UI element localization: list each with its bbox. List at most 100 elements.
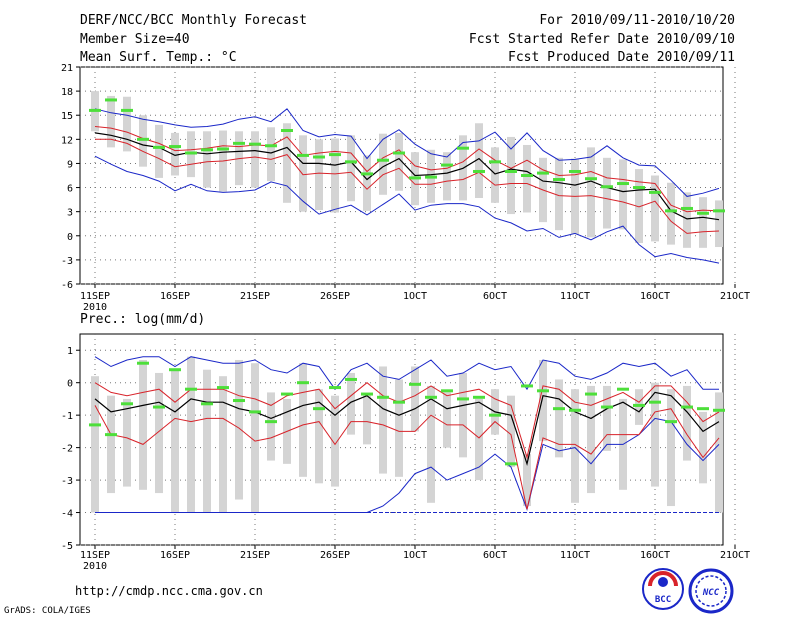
temp-year-label: 2010 [83, 302, 107, 313]
temp-range-box [347, 135, 355, 202]
precip-range-box [539, 359, 547, 442]
precip-xtick-label: 16OCT [640, 550, 670, 561]
precip-year-label: 2010 [83, 561, 107, 572]
precip-xtick-label: 11SEP [80, 550, 110, 561]
precip-range-box [187, 356, 195, 513]
temp-xtick-label: 16OCT [640, 291, 670, 302]
precip-range-box [651, 382, 659, 487]
precip-xtick-label: 16SEP [160, 550, 190, 561]
temp-xtick-label: 11OCT [560, 291, 590, 302]
temp-range-box [475, 123, 483, 199]
temp-range-box [667, 182, 675, 245]
temp-ytick-label: -3 [61, 256, 73, 267]
temp-range-box [267, 127, 275, 182]
temp-ytick-label: 12 [61, 135, 73, 146]
precip-range-box [315, 389, 323, 484]
temp-ytick-label: 6 [67, 184, 73, 195]
header-variable: Mean Surf. Temp.: °C [80, 50, 237, 65]
header-member-size: Member Size=40 [80, 32, 190, 47]
temp-range-box [699, 197, 707, 248]
precip-range-box [203, 369, 211, 513]
temp-ensemble-max-line [94, 108, 720, 197]
precip-range-box [443, 392, 451, 448]
temp-range-box [555, 157, 563, 231]
precip-ensemble-mean-line [94, 391, 720, 467]
precip-ensemble-max-line [94, 356, 719, 391]
temp-range-box [491, 147, 499, 203]
temp-range-box [507, 136, 515, 215]
temp-range-box [363, 155, 371, 211]
temp-range-box [651, 175, 659, 242]
temp-ensemble-min-line [94, 155, 720, 264]
precip-range-box [251, 363, 259, 513]
precip-ytick-label: -4 [61, 509, 73, 520]
temp-xtick-label: 21SEP [240, 291, 270, 302]
precip-range-box [395, 379, 403, 477]
precip-ytick-label: -3 [61, 476, 73, 487]
precip-ytick-label: -2 [61, 444, 73, 455]
precip-range-box [363, 395, 371, 445]
temp-ytick-label: 15 [61, 111, 73, 122]
temp-range-box [395, 132, 403, 191]
precip-range-box [139, 359, 147, 490]
precip-range-box [155, 372, 163, 494]
temp-ytick-label: 3 [67, 208, 73, 219]
temp-xtick-label: 26SEP [320, 291, 350, 302]
temp-range-box [715, 200, 723, 248]
temp-range-box [619, 159, 627, 230]
temp-xtick-label: 6OCT [483, 291, 507, 302]
header-start-date: Fcst Started Refer Date 2010/09/10 [469, 32, 735, 47]
precip-ytick-label: -1 [61, 411, 73, 422]
header-title: DERF/NCC/BCC Monthly Forecast [80, 13, 307, 28]
temperature-panel: -6 -3 0 3 6 9 12 15 18 21 11SEP 16SEP 21SEP 26SEP 1OCT… [61, 63, 750, 313]
ncc-logo-text: NCC [702, 588, 720, 598]
precip-range-box [299, 363, 307, 477]
bcc-logo: BCC [642, 568, 684, 610]
precip-range-box [667, 389, 675, 507]
precip-range-box [267, 392, 275, 461]
temp-range-box [443, 152, 451, 201]
precip-range-box [235, 359, 243, 500]
header-produced-date: Fcst Produced Date 2010/09/11 [508, 50, 735, 65]
temp-xtick-label: 21OCT [720, 291, 750, 302]
temp-range-box [139, 115, 147, 167]
temp-range-box [635, 169, 643, 244]
temp-ytick-label: -6 [61, 280, 73, 291]
temp-mean-minus-spread-line [95, 138, 720, 234]
temp-range-box [171, 132, 179, 176]
temp-range-box [683, 192, 691, 248]
ncc-logo: NCC [688, 568, 734, 614]
temp-range-box [587, 147, 595, 238]
temp-xtick-label: 16SEP [160, 291, 190, 302]
precip-range-box [635, 389, 643, 425]
temp-mean-plus-spread-line [94, 126, 720, 213]
temp-ensemble-mean-line [94, 132, 720, 221]
precip-range-box [91, 376, 99, 513]
precip-ytick-label: 0 [67, 379, 73, 390]
precip-range-box [475, 398, 483, 481]
footer-url[interactable]: http://cmdp.ncc.cma.gov.cn [75, 584, 263, 598]
temp-range-box [523, 144, 531, 213]
precip-range-box [347, 372, 355, 435]
temp-range-box [251, 131, 259, 188]
precip-range-box [555, 379, 563, 458]
precip-range-box [427, 385, 435, 503]
precip-xtick-label: 11OCT [560, 550, 590, 561]
precip-xtick-label: 21OCT [720, 550, 750, 561]
precip-range-box [571, 389, 579, 503]
temp-xtick-label: 11SEP [80, 291, 110, 302]
temp-range-box [283, 123, 291, 203]
precip-range-box [171, 369, 179, 513]
precip-ytick-label: -5 [61, 541, 73, 552]
precip-mean-minus-spread-line [94, 405, 720, 510]
precip-range-box [699, 411, 707, 484]
precip-ytick-label: 1 [67, 346, 73, 357]
precip-ensemble-min-line [95, 417, 720, 513]
temp-range-box [299, 135, 307, 212]
precipitation-panel: -5 -4 -3 -2 -1 0 1 11SEP 16SEP 21SEP 26SEP 1OCT 6OCT… [61, 333, 750, 572]
temp-range-box [203, 131, 211, 188]
temp-frame [79, 66, 724, 285]
precip-range-box [603, 385, 611, 451]
precip-panel-title: Prec.: log(mm/d) [80, 312, 205, 327]
precip-range-box [459, 372, 467, 458]
